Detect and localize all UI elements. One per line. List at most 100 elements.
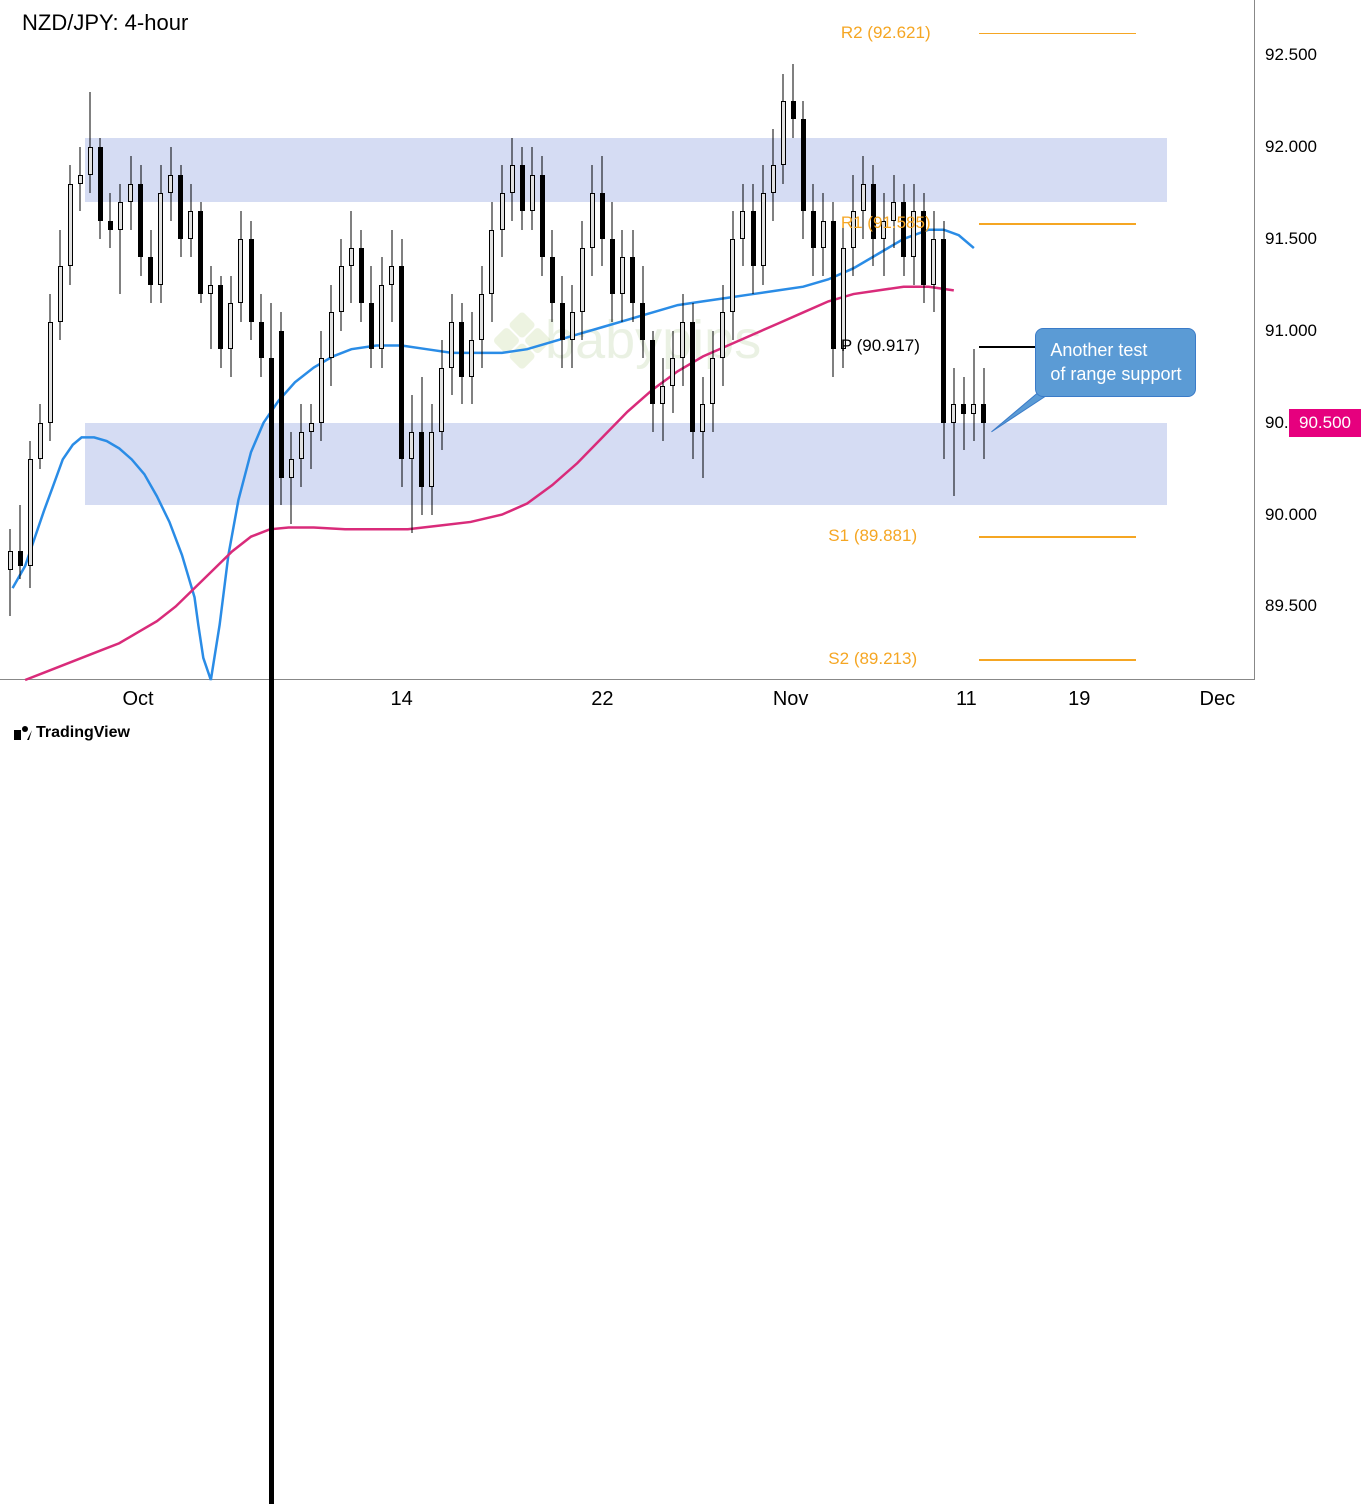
candle — [28, 441, 33, 588]
x-tick: Oct — [122, 688, 153, 711]
candle — [98, 138, 103, 239]
candle — [379, 257, 384, 367]
candle — [650, 331, 655, 432]
candle — [118, 184, 123, 294]
candle — [811, 184, 816, 276]
candle — [269, 303, 274, 395]
candle — [751, 184, 756, 294]
candle — [48, 294, 53, 441]
callout-annotation: Another testof range support — [1035, 328, 1196, 397]
candle — [981, 368, 986, 460]
chart-container: NZD/JPY: 4-hour babypips R2 (92.621)R1 (… — [0, 0, 1361, 752]
y-tick: 92.000 — [1265, 137, 1317, 157]
candle — [570, 285, 575, 368]
pivot-label-r2: R2 (92.621) — [841, 23, 931, 43]
candle — [399, 239, 404, 487]
candle — [941, 221, 946, 460]
candle — [580, 221, 585, 340]
x-tick: 19 — [1068, 688, 1090, 711]
pivot-line-r2 — [979, 33, 1136, 35]
candle — [921, 193, 926, 303]
candle — [771, 129, 776, 221]
candle — [891, 175, 896, 249]
candle — [610, 202, 615, 321]
candle — [540, 156, 545, 275]
pivot-label-s2: S2 (89.213) — [828, 649, 917, 669]
candle — [520, 147, 525, 230]
candle — [78, 147, 83, 211]
current-price-badge: 90.500 — [1289, 409, 1361, 437]
plot-area[interactable]: babypips R2 (92.621)R1 (91.585)P (90.917… — [0, 0, 1255, 680]
candle — [369, 266, 374, 367]
pivot-label-p: P (90.917) — [841, 336, 920, 356]
candle — [620, 230, 625, 322]
candle — [640, 266, 645, 358]
pivot-line-s2 — [979, 659, 1136, 661]
candle — [971, 349, 976, 441]
y-axis: 89.50090.00090.50091.00091.50092.00092.5… — [1255, 0, 1361, 680]
candle — [419, 377, 424, 515]
candle — [530, 147, 535, 230]
candle — [359, 230, 364, 322]
candle — [68, 165, 73, 284]
candle — [389, 230, 394, 322]
candle — [821, 193, 826, 276]
candle — [8, 529, 13, 615]
pivot-line-r1 — [979, 223, 1136, 225]
candle — [208, 266, 213, 349]
candle — [58, 230, 63, 340]
candle — [339, 239, 344, 331]
candle — [88, 92, 93, 193]
candle — [188, 184, 193, 258]
candle — [439, 340, 444, 450]
tradingview-logo: TradingView — [14, 724, 130, 742]
candle — [459, 303, 464, 404]
candle — [630, 230, 635, 322]
candle — [590, 165, 595, 275]
candle — [259, 294, 264, 377]
pivot-label-r1: R1 (91.585) — [841, 213, 931, 233]
tradingview-icon — [14, 726, 32, 740]
x-tick: Nov — [773, 688, 809, 711]
candle — [680, 294, 685, 386]
candle — [128, 156, 133, 230]
candle — [198, 202, 203, 303]
candle — [730, 211, 735, 340]
candle — [158, 165, 163, 303]
pivot-line-s1 — [979, 536, 1136, 538]
candle — [791, 64, 796, 138]
y-tick: 92.500 — [1265, 45, 1317, 65]
candle — [309, 404, 314, 468]
candle — [700, 377, 705, 478]
ma-line — [25, 287, 954, 680]
candle — [429, 404, 434, 514]
candle — [279, 312, 284, 505]
candle — [409, 395, 414, 533]
candle — [329, 285, 334, 386]
candle — [319, 331, 324, 441]
candle — [881, 193, 886, 276]
candle — [249, 221, 254, 340]
candle — [510, 138, 515, 221]
candle — [108, 193, 113, 248]
candle — [720, 285, 725, 386]
candle — [479, 266, 484, 367]
x-axis: Oct1422Nov1119Dec — [0, 680, 1255, 720]
candle — [138, 165, 143, 275]
candle — [710, 331, 715, 432]
candle — [801, 101, 806, 239]
tradingview-text: TradingView — [36, 724, 130, 742]
candle — [489, 202, 494, 321]
watermark-icon — [492, 311, 551, 370]
candle — [951, 368, 956, 497]
candle — [168, 147, 173, 221]
candle — [469, 312, 474, 404]
candle — [289, 432, 294, 524]
candle — [148, 230, 153, 304]
candle — [931, 211, 936, 312]
candle — [18, 505, 23, 579]
candle — [911, 184, 916, 285]
candle — [690, 303, 695, 459]
candle — [600, 156, 605, 266]
pivot-label-s1: S1 (89.881) — [828, 526, 917, 546]
